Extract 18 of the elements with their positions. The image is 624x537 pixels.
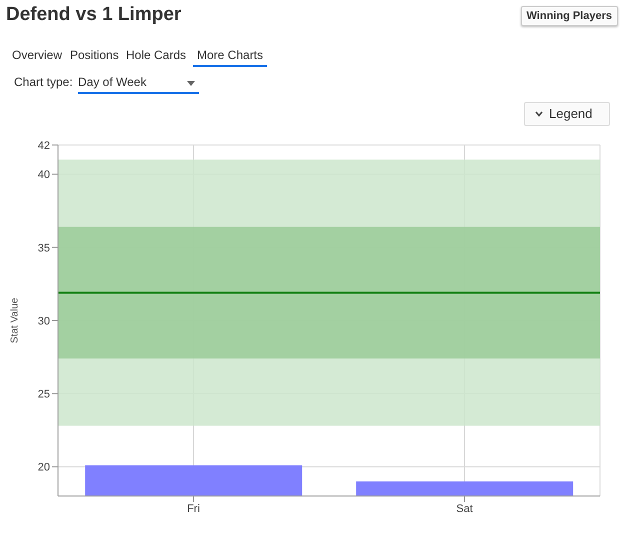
text: Overview [12,48,62,64]
y-tick-label: 25 [38,388,50,401]
text: Hole Cards [126,48,186,64]
y-tick-label: 30 [38,315,50,328]
y-tick-label: 20 [38,462,50,474]
y-tick-label: 42 [38,140,50,152]
y-axis-title: Stat Value [10,297,21,344]
text: Chart type: [14,75,73,89]
text: Positions [70,48,119,64]
y-tick-label: 35 [38,242,50,254]
chart-title: Defend vs 1 Limper [6,4,182,26]
text: Legend [549,105,592,123]
y-tick-label: 40 [38,169,50,182]
text: More Charts [193,48,268,67]
x-tick-label: Fri [187,502,200,515]
x-tick-label: Sat [456,502,473,515]
text: Day of Week [78,75,199,94]
text: Winning Players [520,6,618,26]
